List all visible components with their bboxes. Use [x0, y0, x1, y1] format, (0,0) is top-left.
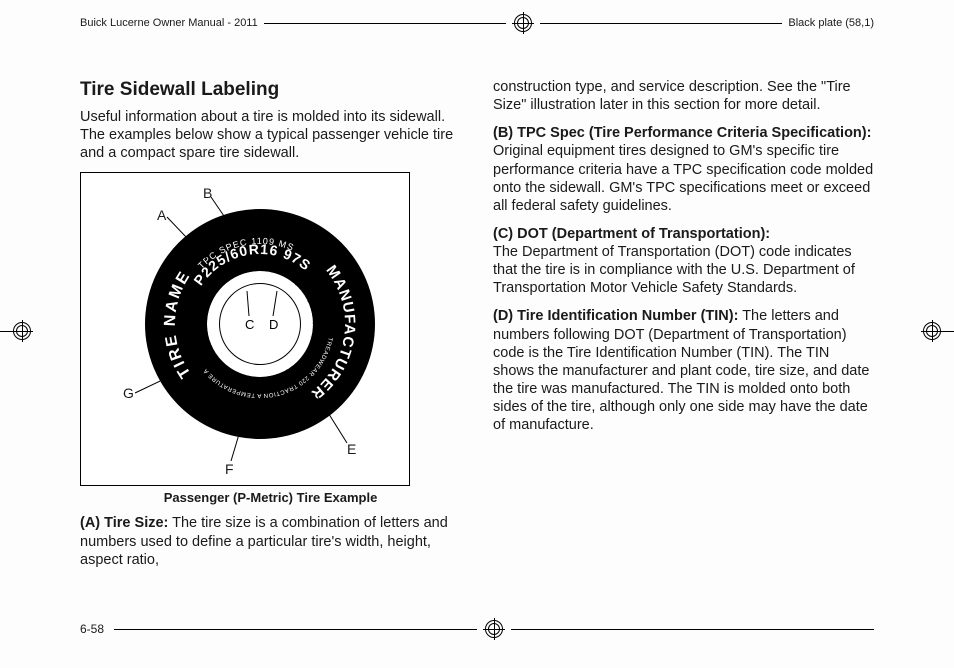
- rule: [540, 23, 782, 24]
- plate-label: Black plate (58,1): [788, 17, 874, 29]
- item-c-text: The Department of Transportation (DOT) c…: [493, 244, 855, 296]
- section-heading: Tire Sidewall Labeling: [80, 78, 461, 102]
- side-registration-left: [0, 320, 31, 342]
- item-c-label: (C) DOT (Department of Transportation):: [493, 226, 770, 242]
- rule: [114, 629, 477, 630]
- rule: [511, 629, 874, 630]
- side-registration-right: [923, 320, 954, 342]
- item-d-label: (D) Tire Identification Number (TIN):: [493, 308, 738, 324]
- page: Buick Lucerne Owner Manual - 2011 Black …: [0, 0, 954, 668]
- tire-figure: TPC SPEC 1109 MS P225/60R16 97S TIRE NAM…: [80, 172, 410, 486]
- rule: [264, 23, 506, 24]
- manual-title: Buick Lucerne Owner Manual - 2011: [80, 17, 258, 29]
- item-c: (C) DOT (Department of Transportation): …: [493, 225, 874, 298]
- registration-mark-icon: [512, 12, 534, 34]
- footer-bar: 6-58: [80, 618, 874, 640]
- item-d-text: The letters and numbers following DOT (D…: [493, 308, 869, 433]
- item-d: (D) Tire Identification Number (TIN): Th…: [493, 307, 874, 434]
- leader-lines: [81, 173, 411, 487]
- figure-caption: Passenger (P-Metric) Tire Example: [80, 490, 461, 506]
- continuation-para: construction type, and service descripti…: [493, 78, 874, 114]
- right-column: construction type, and service descripti…: [493, 78, 874, 600]
- item-b: (B) TPC Spec (Tire Performance Criteria …: [493, 124, 874, 215]
- page-number: 6-58: [80, 622, 104, 636]
- registration-mark-icon: [483, 618, 505, 640]
- item-b-text: Original equipment tires designed to GM'…: [493, 143, 873, 213]
- item-a: (A) Tire Size: The tire size is a combin…: [80, 514, 461, 568]
- header-bar: Buick Lucerne Owner Manual - 2011 Black …: [80, 12, 874, 34]
- item-a-label: (A) Tire Size:: [80, 515, 168, 531]
- intro-paragraph: Useful information about a tire is molde…: [80, 108, 461, 162]
- item-b-label: (B) TPC Spec (Tire Performance Criteria …: [493, 125, 871, 141]
- content-area: Tire Sidewall Labeling Useful informatio…: [80, 78, 874, 600]
- left-column: Tire Sidewall Labeling Useful informatio…: [80, 78, 461, 600]
